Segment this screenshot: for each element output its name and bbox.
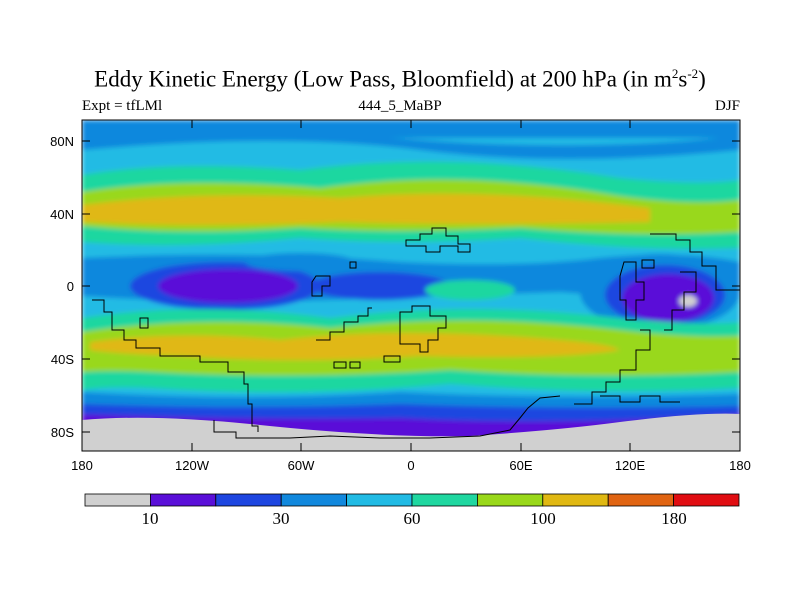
- longitude-labels: 180 120W 60W 0 60E 120E 180: [71, 458, 751, 473]
- lon-label-0: 0: [407, 458, 414, 473]
- lat-label-80s: 80S: [51, 425, 74, 440]
- run-id-label: 444_5_MaBP: [358, 98, 442, 114]
- colorbar-labels: 10 30 60 100 180: [142, 509, 687, 528]
- figure-title: Eddy Kinetic Energy (Low Pass, Bloomfiel…: [94, 66, 706, 92]
- lon-label-180e: 180: [729, 458, 751, 473]
- colorbar-box: [215, 493, 282, 507]
- lon-label-180w: 180: [71, 458, 93, 473]
- colorbar-box: [542, 493, 609, 507]
- colorbar-box: [280, 493, 348, 507]
- colorbar-box: [346, 493, 413, 507]
- colorbar-label-30: 30: [273, 509, 290, 528]
- lon-label-120e: 120E: [615, 458, 646, 473]
- colorbar: [84, 493, 740, 507]
- eke-contour-field: [82, 120, 740, 451]
- lon-label-60w: 60W: [288, 458, 315, 473]
- colorbar-box: [411, 493, 478, 507]
- lon-label-60e: 60E: [509, 458, 532, 473]
- colorbar-box: [476, 493, 544, 507]
- colorbar-label-60: 60: [404, 509, 421, 528]
- coastlines: [92, 227, 740, 439]
- colorbar-box: [149, 493, 217, 507]
- lat-label-40n: 40N: [50, 207, 74, 222]
- colorbar-box: [673, 493, 740, 507]
- colorbar-label-10: 10: [142, 509, 159, 528]
- season-label: DJF: [714, 98, 740, 114]
- colorbar-label-100: 100: [530, 509, 556, 528]
- axis-ticks: [82, 120, 740, 451]
- lat-label-80n: 80N: [50, 134, 74, 149]
- lat-label-40s: 40S: [51, 352, 74, 367]
- lat-label-0: 0: [67, 279, 74, 294]
- colorbar-box: [607, 493, 675, 507]
- latitude-labels: 80N 40N 0 40S 80S: [50, 134, 74, 440]
- experiment-label: Expt = tfLMl: [82, 98, 163, 114]
- colorbar-box: [84, 493, 151, 507]
- colorbar-label-180: 180: [661, 509, 687, 528]
- lon-label-120w: 120W: [175, 458, 210, 473]
